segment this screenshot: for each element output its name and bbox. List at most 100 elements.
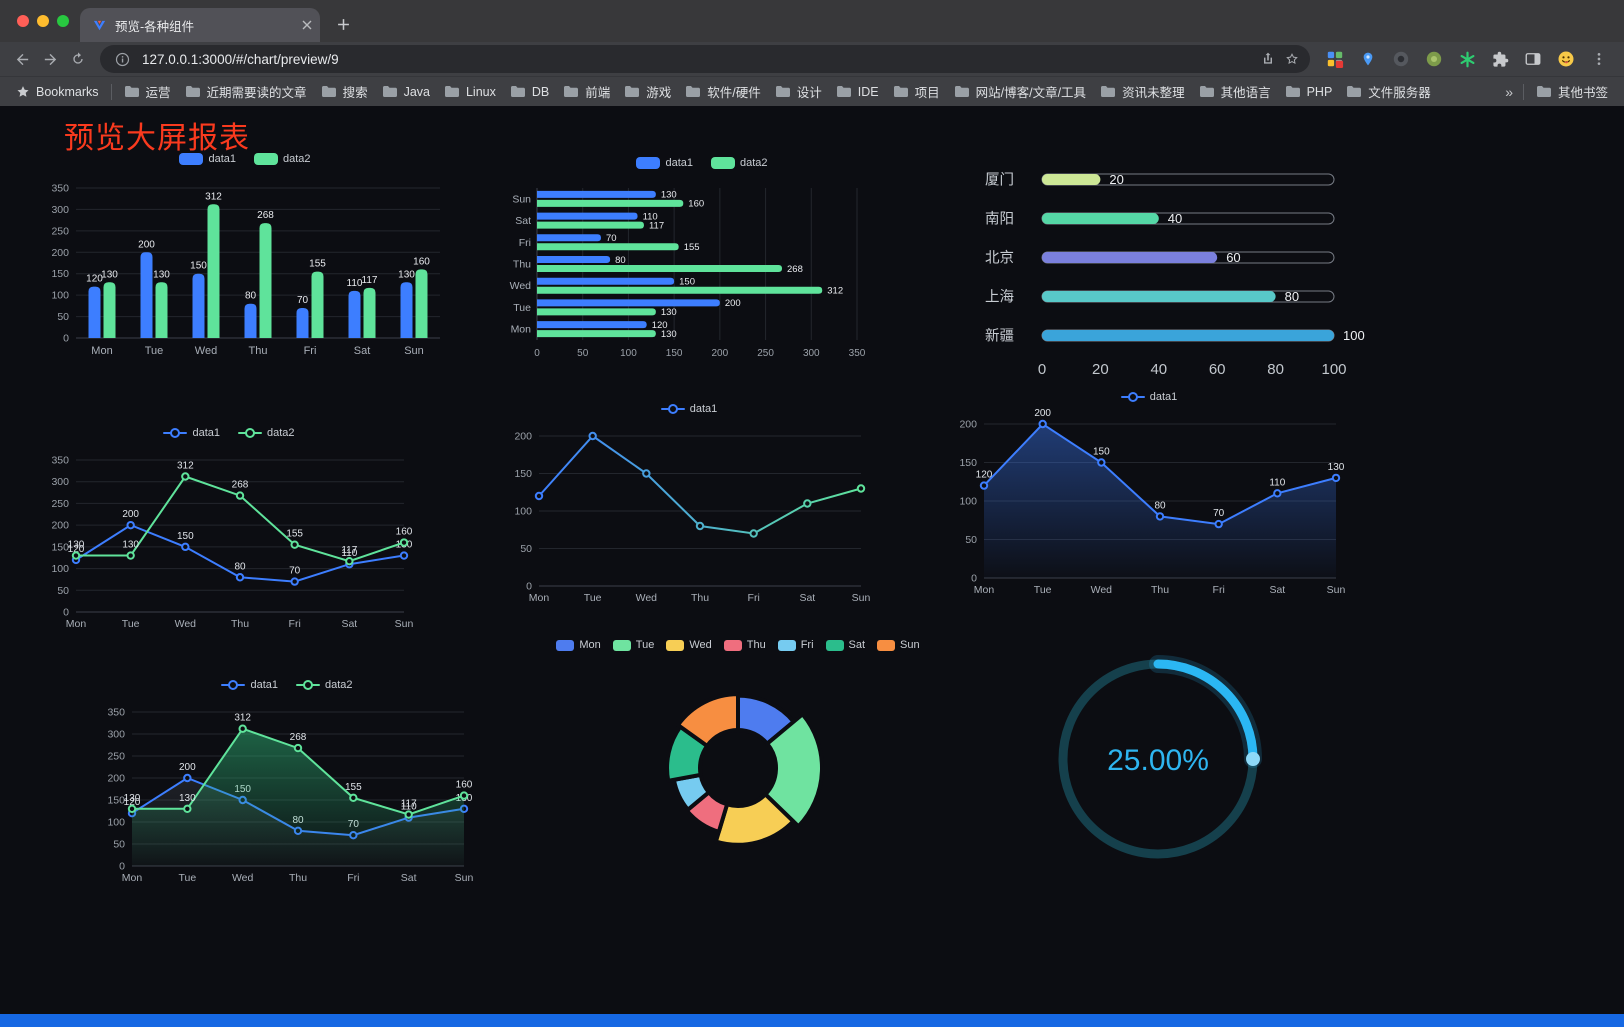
svg-text:80: 80: [234, 561, 246, 572]
svg-text:100: 100: [107, 817, 125, 829]
folder-icon: [775, 86, 790, 97]
svg-text:150: 150: [190, 261, 207, 272]
svg-text:350: 350: [51, 455, 69, 467]
svg-text:60: 60: [1209, 361, 1226, 378]
folder-icon: [564, 86, 579, 97]
area-line-canvas: 0 50 100 150 200 Mon Tue Wed Thu Fri Sat Sun 120 200 1…: [959, 408, 1345, 596]
svg-text:100: 100: [514, 506, 532, 518]
bookmarks-overflow-chevron[interactable]: »: [1505, 83, 1513, 100]
legend-item[interactable]: data2: [254, 153, 311, 165]
fullscreen-window-button[interactable]: [57, 15, 69, 27]
close-window-button[interactable]: [17, 15, 29, 27]
bookmark-folder[interactable]: Java: [376, 85, 436, 99]
extension-icon-pin[interactable]: [1355, 46, 1381, 72]
extension-icon-green-star[interactable]: [1454, 46, 1480, 72]
bookmark-folder[interactable]: 软件/硬件: [679, 82, 766, 101]
progress-gauge: 25.00%: [1038, 632, 1278, 882]
bookmarks-root[interactable]: Bookmarks: [10, 85, 105, 99]
svg-text:20: 20: [1092, 361, 1109, 378]
reload-button[interactable]: [64, 45, 92, 73]
gradient-line-canvas: 0 50 100 150 200 Mon Tue Wed Thu Fri Sat Sun: [514, 431, 870, 605]
bookmark-folder[interactable]: 项目: [887, 82, 946, 101]
svg-text:100: 100: [959, 496, 977, 508]
extensions-area: [1318, 46, 1616, 72]
legend-item[interactable]: data1: [163, 427, 220, 439]
bookmark-label: 软件/硬件: [707, 86, 761, 100]
bookmark-folder[interactable]: 网站/博客/文章/工具: [948, 82, 1092, 101]
svg-text:Mon: Mon: [122, 872, 143, 884]
new-tab-button[interactable]: [328, 9, 358, 39]
svg-text:150: 150: [51, 268, 69, 280]
svg-text:150: 150: [959, 457, 977, 469]
legend-item[interactable]: data2: [296, 679, 353, 691]
extension-icon-olive[interactable]: [1421, 46, 1447, 72]
browser-tab[interactable]: 预览-各种组件: [80, 8, 320, 42]
bookmark-folder[interactable]: 前端: [557, 82, 616, 101]
forward-button[interactable]: [36, 45, 64, 73]
extensions-puzzle-icon[interactable]: [1487, 46, 1513, 72]
bookmark-folder[interactable]: 运营: [118, 82, 177, 101]
svg-text:130: 130: [661, 190, 677, 201]
legend-item[interactable]: data1: [221, 679, 278, 691]
legend-item[interactable]: Fri: [777, 639, 814, 651]
legend-item[interactable]: Wed: [666, 639, 712, 651]
svg-text:268: 268: [787, 264, 803, 275]
share-icon[interactable]: [1256, 47, 1280, 71]
extension-icon-dark[interactable]: [1388, 46, 1414, 72]
menu-icon[interactable]: [1586, 46, 1612, 72]
legend-item[interactable]: data1: [179, 153, 236, 165]
legend-item[interactable]: data1: [1120, 391, 1177, 403]
legend-item[interactable]: Sat: [825, 639, 865, 651]
other-bookmarks-folder[interactable]: 其他书签: [1530, 82, 1614, 101]
legend-item[interactable]: Mon: [556, 639, 601, 651]
address-bar[interactable]: 127.0.0.1:3000/#/chart/preview/9: [100, 45, 1310, 73]
svg-text:250: 250: [51, 225, 69, 237]
bookmark-folder[interactable]: 设计: [769, 82, 828, 101]
bookmark-star-icon[interactable]: [1280, 47, 1304, 71]
legend-swatch: [221, 680, 246, 690]
svg-text:100: 100: [51, 563, 69, 575]
bookmark-folder[interactable]: 搜索: [315, 82, 374, 101]
bookmark-folder[interactable]: Linux: [438, 85, 502, 99]
legend-item[interactable]: data2: [711, 157, 768, 169]
bookmark-folder[interactable]: PHP: [1279, 85, 1339, 99]
profile-avatar[interactable]: [1553, 46, 1579, 72]
svg-text:117: 117: [362, 275, 378, 286]
legend-item[interactable]: data1: [636, 157, 693, 169]
legend-swatch: [711, 157, 735, 169]
folder-icon: [1347, 86, 1362, 97]
page-title: 预览大屏报表: [64, 122, 250, 155]
svg-text:40: 40: [1150, 361, 1167, 378]
folder-icon: [686, 86, 701, 97]
legend-item[interactable]: data1: [660, 403, 718, 415]
legend-item[interactable]: Thu: [723, 639, 766, 651]
svg-text:200: 200: [725, 298, 741, 309]
bookmark-label: 其他语言: [1220, 86, 1271, 100]
site-info-icon[interactable]: [110, 47, 134, 71]
bookmark-folder[interactable]: 资讯未整理: [1094, 82, 1191, 101]
svg-text:150: 150: [107, 795, 125, 807]
bookmark-folder[interactable]: 近期需要读的文章: [179, 82, 313, 101]
bookmark-folder[interactable]: 其他语言: [1193, 82, 1277, 101]
bookmark-label: IDE: [857, 84, 879, 99]
svg-text:40: 40: [1168, 211, 1182, 226]
legend-label: data1: [689, 403, 718, 415]
back-button[interactable]: [8, 45, 36, 73]
legend-item[interactable]: data2: [238, 427, 295, 439]
svg-text:50: 50: [965, 534, 977, 546]
svg-text:120: 120: [68, 544, 85, 555]
tab-close-icon[interactable]: [302, 20, 312, 30]
bookmark-folder[interactable]: IDE: [830, 85, 885, 99]
svg-text:Wed: Wed: [195, 345, 217, 357]
minimize-window-button[interactable]: [37, 15, 49, 27]
svg-text:70: 70: [1213, 508, 1225, 519]
extension-icon-grid[interactable]: [1322, 46, 1348, 72]
legend-item[interactable]: Sun: [877, 639, 920, 651]
legend-item[interactable]: Tue: [612, 639, 654, 651]
svg-text:Thu: Thu: [1151, 584, 1169, 596]
bookmark-folder[interactable]: 游戏: [618, 82, 677, 101]
svg-text:Sun: Sun: [512, 193, 531, 205]
bookmark-folder[interactable]: 文件服务器: [1340, 82, 1437, 101]
side-panel-icon[interactable]: [1520, 46, 1546, 72]
bookmark-folder[interactable]: DB: [504, 85, 555, 99]
